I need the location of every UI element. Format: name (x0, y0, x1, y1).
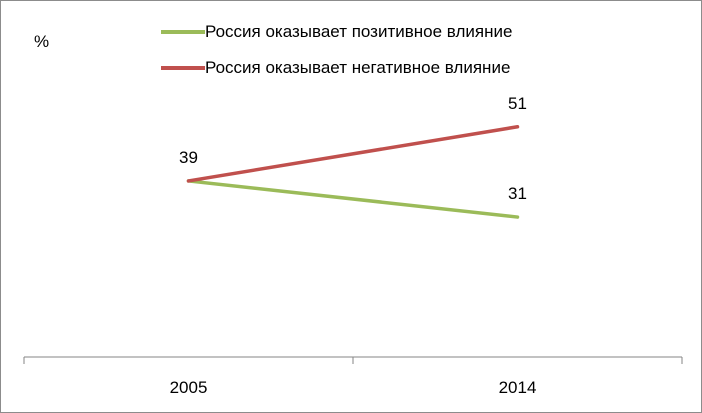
legend: Россия оказывает позитивное влияние Росс… (161, 21, 512, 93)
legend-label-positive: Россия оказывает позитивное влияние (205, 22, 513, 41)
data-label-1-0: 39 (179, 148, 198, 167)
legend-label-negative: Россия оказывает негативное влияние (205, 58, 511, 77)
legend-swatch-negative (161, 66, 205, 70)
data-label-1-1: 51 (508, 94, 527, 113)
series-line-1 (186, 125, 520, 183)
data-label-0-1: 31 (508, 184, 527, 203)
x-tick-label-2014: 2014 (499, 378, 537, 397)
x-tick-label-2005: 2005 (170, 378, 208, 397)
legend-item-positive: Россия оказывает позитивное влияние (161, 21, 512, 43)
series-line-0 (186, 179, 520, 219)
y-unit-label: % (34, 32, 50, 51)
legend-swatch-positive (161, 30, 205, 34)
legend-item-negative: Россия оказывает негативное влияние (161, 57, 512, 79)
